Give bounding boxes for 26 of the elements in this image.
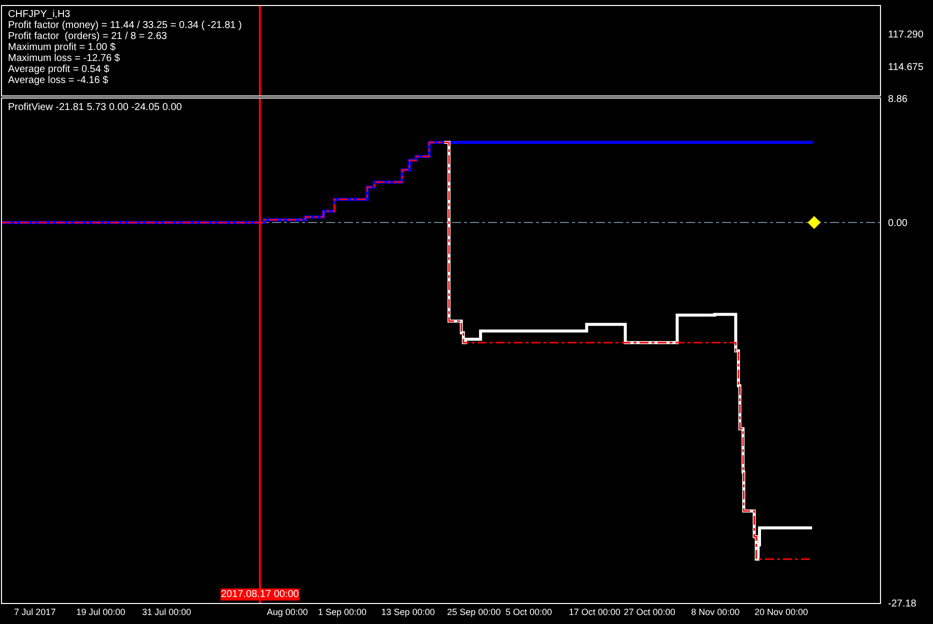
y-tick-label: 8.86 [888,94,908,106]
y-tick-label: 117.290 [888,29,924,40]
x-tick-label: 7 Jul 2017 [14,606,56,617]
chart-title: ProfitView -21.81 5.73 0.00 -24.05 0.00 [8,102,182,113]
annotation: Average profit = 0.54 $ [8,64,110,75]
annotation: Maximum profit = 1.00 $ [8,42,116,53]
x-tick-label: 20 Nov 00:00 [754,606,808,617]
x-tick-label: 13 Sep 00:00 [381,606,435,617]
annotation: Average loss = -4.16 $ [8,75,109,86]
annotation: Profit factor (orders) = 21 / 8 = 2.63 [8,31,168,42]
x-tick-label: 25 Sep 00:00 [447,606,501,617]
annotation: Maximum loss = -12.76 $ [8,53,120,64]
x-tick-label: 19 Jul 00:00 [76,606,126,617]
annotation: Profit factor (money) = 11.44 / 33.25 = 0.34 ( -21.81 ) [8,20,242,31]
chart-title: CHFJPY_i,H3 [8,9,71,20]
y-tick-label: 0.00 [888,218,908,230]
x-tick-label: 27 Oct 00:00 [624,606,676,617]
x-tick-label: 1 Sep 00:00 [318,606,367,617]
x-tick-label: 5 Oct 00:00 [506,606,552,617]
x-tick-label: 17 Oct 00:00 [568,606,620,617]
ref-line-label: 2017.08.17 00:00 [221,589,300,600]
x-tick-label: 8 Nov 00:00 [691,606,740,617]
y-tick-label: -27.18 [888,598,917,610]
y-tick-label: 114.675 [888,62,924,74]
x-tick-label: Aug 00:00 [266,606,308,617]
x-tick-label: 31 Jul 00:00 [142,606,192,617]
